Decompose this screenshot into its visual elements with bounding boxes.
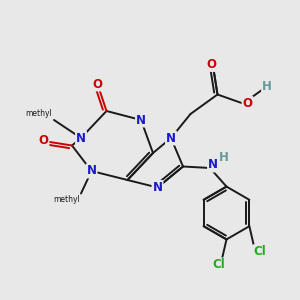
Text: N: N xyxy=(166,131,176,145)
Text: O: O xyxy=(206,58,217,71)
Text: N: N xyxy=(208,158,218,172)
Text: H: H xyxy=(219,151,228,164)
Text: Cl: Cl xyxy=(254,245,266,258)
Text: methyl: methyl xyxy=(53,195,80,204)
Text: O: O xyxy=(92,77,103,91)
Text: N: N xyxy=(86,164,97,178)
Text: N: N xyxy=(76,131,86,145)
Text: O: O xyxy=(38,134,49,148)
Text: methyl: methyl xyxy=(26,110,52,118)
Text: Cl: Cl xyxy=(213,258,225,272)
Text: H: H xyxy=(262,80,272,94)
Text: O: O xyxy=(242,97,253,110)
Text: N: N xyxy=(152,181,163,194)
Text: N: N xyxy=(136,113,146,127)
